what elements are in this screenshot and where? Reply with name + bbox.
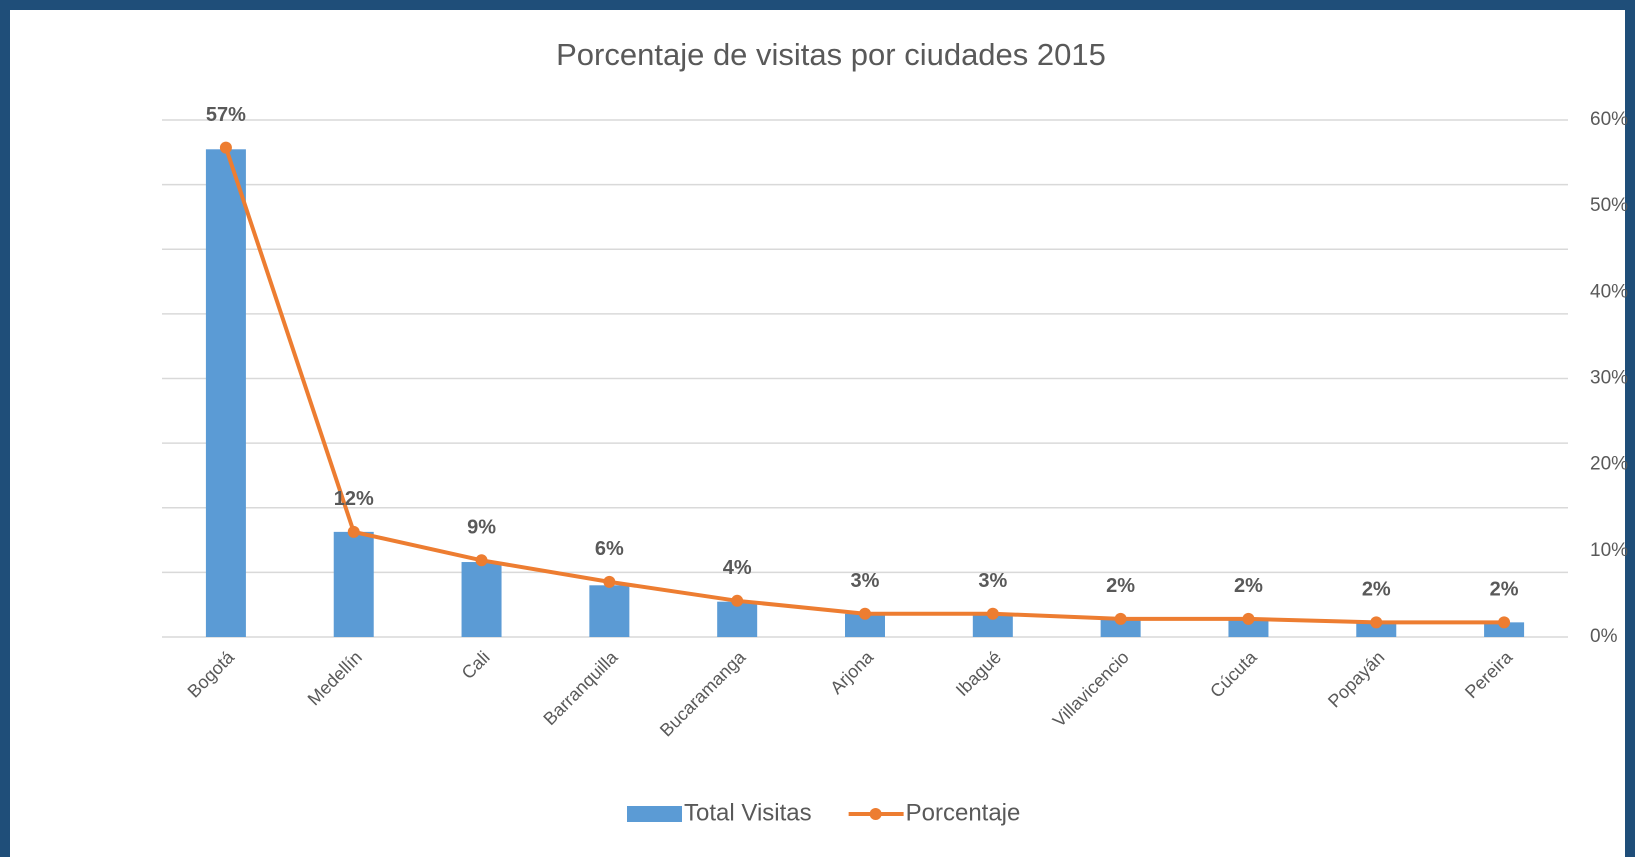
chart-area	[10, 10, 1625, 857]
data-label: 2%	[1234, 575, 1263, 597]
line-marker	[731, 594, 744, 607]
bar	[972, 613, 1013, 637]
bar	[333, 531, 374, 637]
y2-tick-label: 30%	[1590, 368, 1628, 389]
bar	[1484, 622, 1525, 637]
data-label: 4%	[723, 557, 752, 579]
data-label: 6%	[595, 538, 624, 560]
bar	[461, 562, 502, 637]
line-marker	[859, 607, 871, 620]
bar	[205, 149, 246, 637]
y2-tick-label: 50%	[1590, 195, 1628, 216]
data-label: 57%	[206, 104, 246, 126]
line-marker	[603, 575, 616, 588]
data-label: 12%	[334, 488, 374, 510]
line-marker	[475, 554, 488, 567]
y2-tick-label: 0%	[1590, 626, 1618, 647]
data-label: 3%	[851, 570, 880, 592]
line-marker	[219, 141, 232, 154]
bar	[1356, 622, 1397, 637]
line-marker	[347, 525, 360, 538]
data-label: 2%	[1490, 579, 1519, 601]
data-label: 2%	[1106, 575, 1135, 597]
line-marker	[1114, 612, 1127, 625]
chart-title: Porcentaje de visitas por ciudades 2015	[556, 37, 1106, 72]
line-marker	[1370, 616, 1383, 629]
bar	[717, 601, 758, 637]
legend-label: Porcentaje	[906, 799, 1021, 826]
bar	[1100, 618, 1141, 637]
data-label: 9%	[467, 517, 496, 539]
line-marker	[1498, 616, 1511, 629]
y2-tick-label: 10%	[1590, 540, 1628, 561]
y2-tick-label: 40%	[1590, 281, 1628, 302]
bar	[1228, 618, 1269, 637]
bar	[845, 613, 885, 637]
line-marker	[1242, 612, 1255, 625]
data-label: 2%	[1362, 579, 1391, 601]
data-label: 3%	[978, 570, 1007, 592]
y2-tick-label: 60%	[1590, 109, 1628, 130]
legend-swatch	[869, 808, 882, 820]
line-marker	[986, 607, 999, 620]
legend-swatch	[627, 806, 682, 822]
legend-label: Total Visitas	[684, 799, 812, 826]
y2-tick-label: 20%	[1590, 454, 1628, 475]
bar	[589, 585, 630, 637]
